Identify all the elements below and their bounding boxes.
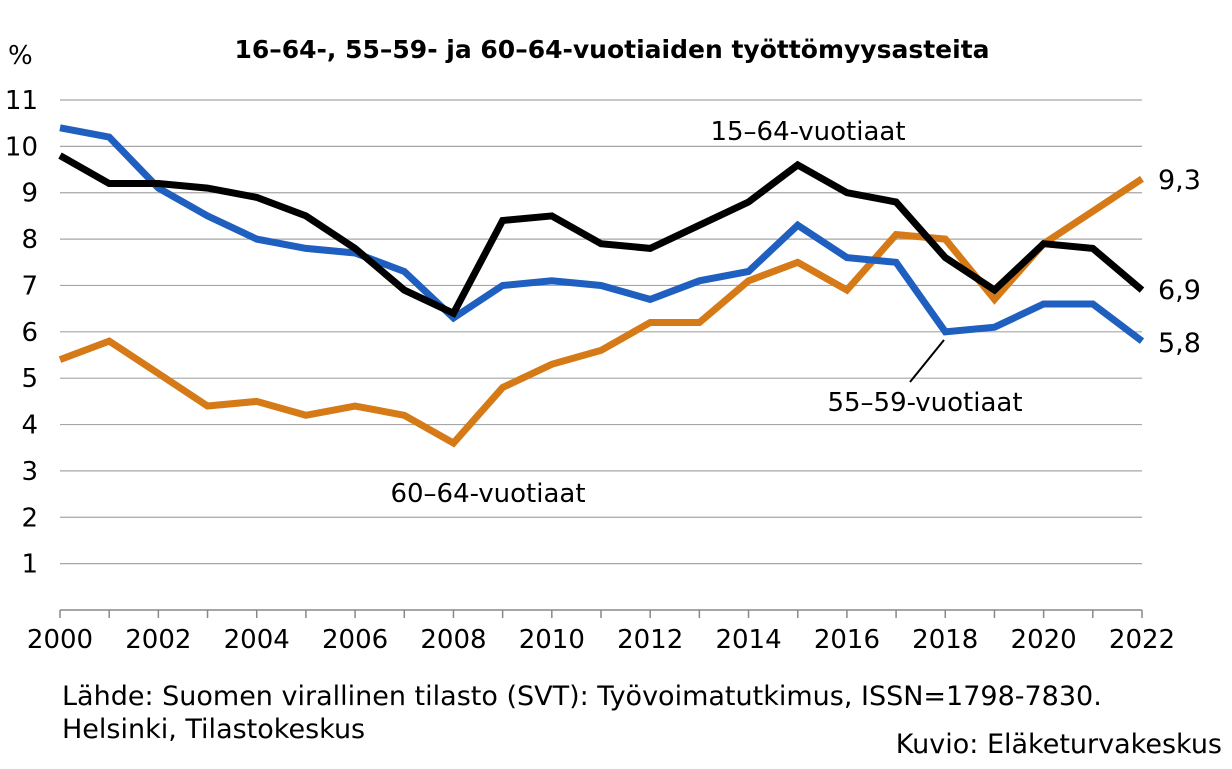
- y-tick-label: 6: [21, 318, 38, 348]
- x-tick-label: 2006: [322, 625, 388, 655]
- series-label-55-59: 55–59-vuotiaat: [827, 388, 1022, 418]
- gridlines: [60, 99, 1142, 565]
- y-tick-label: 11: [5, 86, 38, 116]
- y-tick-label: 3: [21, 457, 38, 487]
- series-label-60-64: 60–64-vuotiaat: [390, 479, 585, 509]
- x-tick-label: 2012: [617, 625, 683, 655]
- y-tick-label: 9: [21, 179, 38, 209]
- y-tick-label: 5: [21, 364, 38, 394]
- x-tick-label: 2002: [125, 625, 191, 655]
- x-tick-label: 2018: [912, 625, 978, 655]
- y-axis-unit: %: [8, 41, 33, 71]
- series-line-60-64: [58, 175, 1144, 448]
- x-tick-label: 2016: [814, 625, 880, 655]
- figure-credit: Kuvio: Eläketurvakeskus: [895, 729, 1222, 760]
- x-tick-label: 2000: [27, 625, 93, 655]
- series-line-55-59: [59, 124, 1145, 344]
- y-tick-label: 4: [21, 411, 38, 441]
- y-tick-label: 1: [21, 550, 38, 580]
- series-line-15-64: [58, 152, 1145, 318]
- x-tick-label: 2004: [224, 625, 290, 655]
- x-tick-label: 2010: [519, 625, 585, 655]
- x-tick-label: 2022: [1109, 625, 1175, 655]
- x-tick-label: 2020: [1011, 625, 1077, 655]
- y-tick-label: 8: [21, 225, 38, 255]
- y-tick-label: 2: [21, 503, 38, 533]
- end-label-55-59: 5,8: [1158, 328, 1201, 359]
- source-note: Lähde: Suomen virallinen tilasto (SVT): …: [62, 681, 1102, 745]
- x-ticks: 2000 2002 2004 2006 2008 2010 2012 2014 2016 2018…: [27, 610, 1175, 655]
- y-tick-label: 7: [21, 271, 38, 301]
- series-lines: [58, 124, 1145, 448]
- end-label-15-64: 6,9: [1158, 275, 1201, 306]
- series-label-15-64: 15–64-vuotiaat: [710, 117, 905, 147]
- y-tick-label: 10: [5, 132, 38, 162]
- x-tick-label: 2008: [420, 625, 486, 655]
- chart-title: 16–64-, 55–59- ja 60–64-vuotiaiden tyött…: [234, 35, 989, 64]
- y-tick-labels: 1 2 3 4 5 6 7 8 9 10 11: [5, 86, 38, 580]
- x-tick-label: 2014: [715, 625, 781, 655]
- end-label-60-64: 9,3: [1158, 165, 1201, 196]
- leader-line-55-59: [909, 339, 945, 383]
